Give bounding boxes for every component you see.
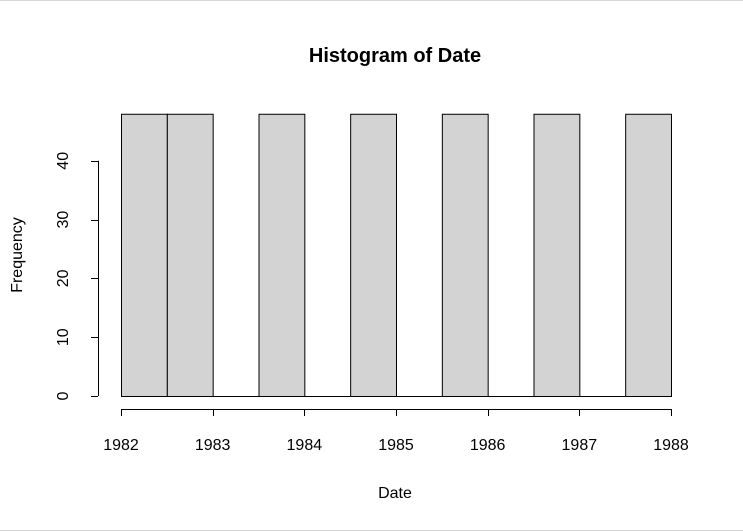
histogram-bars [121,113,673,397]
y-tick-label: 40 [55,152,72,170]
histogram-bar [441,113,489,397]
histogram-bar [533,113,581,397]
y-axis: 0 10 20 30 40 [55,152,99,400]
x-axis-label: Date [378,485,412,502]
x-tick-label: 1986 [470,437,506,454]
histogram-bar [121,113,168,397]
histogram-bar [625,113,673,397]
chart-title: Histogram of Date [309,45,481,67]
y-tick-label: 0 [55,391,72,400]
histogram-bar [258,113,306,397]
x-tick-label: 1988 [653,437,689,454]
y-tick-label: 20 [55,269,72,287]
x-tick-label: 1987 [562,437,598,454]
histogram-bar [166,113,214,397]
y-tick-label: 30 [55,211,72,229]
y-axis-label: Frequency [9,217,26,293]
y-tick-label: 10 [55,328,72,346]
x-tick-label: 1983 [195,437,231,454]
x-tick-label: 1984 [287,437,323,454]
histogram-bar [350,113,397,397]
x-axis: 1982 1983 1984 1985 1986 1987 1988 [103,409,689,454]
x-tick-label: 1985 [378,437,414,454]
x-tick-label: 1982 [103,437,139,454]
